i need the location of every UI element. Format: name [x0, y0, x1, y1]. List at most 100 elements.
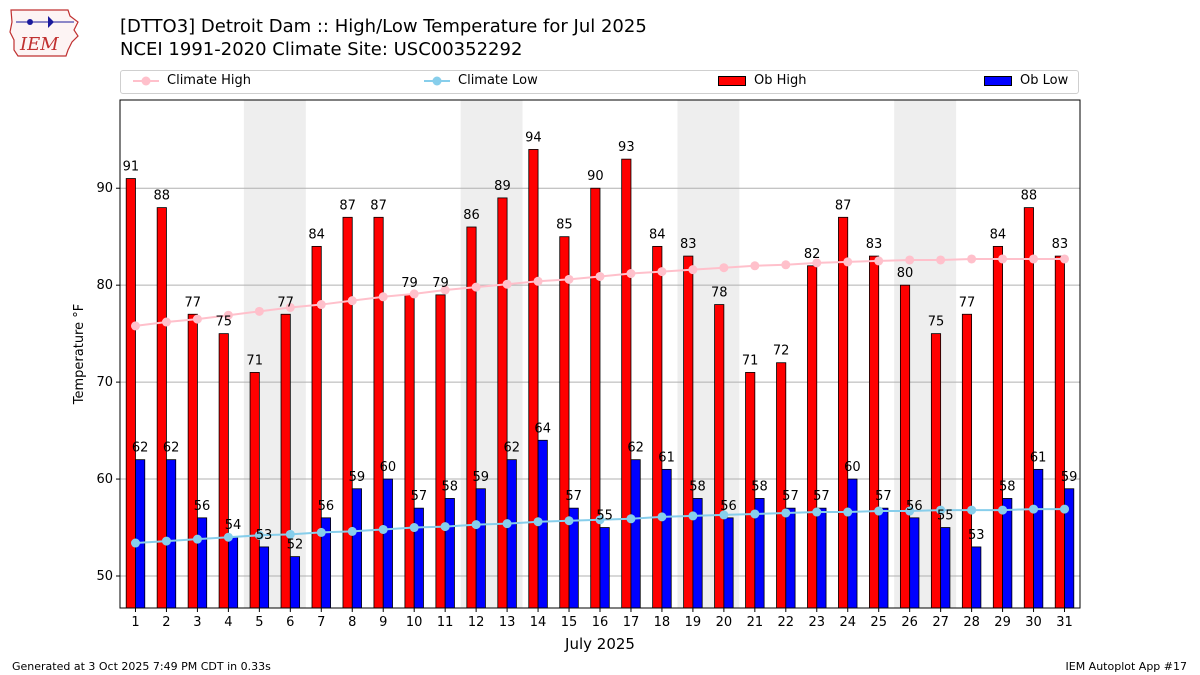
climate-high-point	[223, 310, 233, 320]
climate-low-point	[595, 515, 605, 525]
ob-high-value-label: 83	[866, 237, 883, 252]
climate-low-point	[533, 517, 543, 527]
ob-high-bar	[621, 158, 632, 609]
ob-high-bar	[1023, 207, 1034, 609]
climate-high-point	[502, 279, 512, 289]
x-tick-label: 30	[1025, 615, 1042, 630]
x-tick-label: 22	[778, 615, 795, 630]
y-tick-label: 70	[96, 375, 113, 390]
climate-high-point	[719, 263, 729, 273]
ob-low-value-label: 57	[565, 489, 582, 504]
climate-low-point	[936, 505, 946, 515]
climate-low-point	[409, 523, 419, 533]
climate-high-point	[750, 261, 760, 271]
climate-low-point	[378, 524, 388, 534]
ob-high-value-label: 89	[494, 179, 511, 194]
ob-high-value-label: 90	[587, 169, 604, 184]
ob-high-bar	[249, 372, 260, 609]
ob-high-bar	[218, 333, 229, 609]
x-tick-label: 7	[317, 615, 325, 630]
ob-high-value-label: 77	[959, 295, 976, 310]
ob-high-bar	[559, 236, 570, 609]
climate-lines	[130, 254, 1070, 548]
ob-high-value-label: 84	[649, 227, 666, 242]
ob-low-value-label: 58	[999, 479, 1016, 494]
ob-low-value-label: 57	[875, 489, 892, 504]
climate-low-point	[967, 505, 977, 515]
climate-high-point	[533, 276, 543, 286]
climate-high-point	[440, 285, 450, 295]
ob-high-bar	[807, 265, 818, 609]
ob-low-value-label: 56	[906, 499, 923, 514]
climate-high-point	[626, 269, 636, 279]
climate-high-point	[378, 292, 388, 302]
ob-high-bar	[342, 216, 353, 609]
ob-high-bar	[683, 255, 694, 609]
y-tick-label: 60	[96, 472, 113, 487]
ob-low-swatch-icon	[984, 75, 1012, 86]
y-axis-label: Temperature °F	[72, 304, 87, 405]
climate-high-point	[967, 254, 977, 264]
climate-low-point	[626, 514, 636, 524]
ob-low-bar	[847, 478, 858, 609]
x-tick-label: 1	[131, 615, 139, 630]
y-tick-label: 80	[96, 278, 113, 293]
ob-high-bar	[187, 313, 198, 609]
climate-low-point	[161, 536, 171, 546]
iem-logo: IEM	[8, 6, 82, 60]
ob-low-value-label: 64	[534, 421, 551, 436]
ob-low-value-label: 62	[163, 441, 180, 456]
ob-low-bar	[1033, 468, 1044, 609]
climate-low-point	[688, 511, 698, 521]
ob-high-value-label: 84	[990, 227, 1007, 242]
ob-high-value-label: 88	[1021, 189, 1038, 204]
ob-low-value-label: 59	[473, 470, 490, 485]
ob-high-bar	[528, 149, 539, 609]
climate-high-point	[781, 260, 791, 270]
ob-low-bar	[816, 507, 827, 609]
climate-low-point	[1060, 504, 1070, 514]
x-tick-label: 23	[809, 615, 826, 630]
ob-high-bar	[590, 187, 601, 609]
ob-low-bar	[166, 459, 177, 609]
ob-low-value-label: 53	[256, 528, 273, 543]
climate-high-swatch-icon	[133, 76, 159, 85]
climate-high-point	[905, 255, 915, 265]
climate-high-point	[843, 257, 853, 267]
ob-high-value-label: 80	[897, 266, 914, 281]
x-tick-label: 25	[870, 615, 887, 630]
ob-low-bar	[506, 459, 517, 609]
x-tick-label: 6	[286, 615, 294, 630]
ob-high-value-label: 84	[308, 227, 325, 242]
ob-low-bar	[909, 517, 920, 609]
ob-low-value-label: 55	[596, 509, 613, 524]
x-tick-label: 17	[623, 615, 640, 630]
data-labels: 91 88 77 75 71 77 84 87 87 79 79 86 89 94 85 90 93 84 83 78…	[123, 130, 1078, 552]
ob-high-value-label: 87	[370, 198, 387, 213]
ob-low-value-label: 62	[503, 441, 520, 456]
ob-high-bar	[930, 333, 942, 609]
climate-high-point	[347, 296, 357, 306]
legend-ob-high: Ob High	[718, 73, 807, 93]
x-tick-label: 5	[255, 615, 263, 630]
ob-low-bar	[197, 517, 208, 609]
climate-low-point	[564, 516, 574, 526]
ob-low-bar	[475, 488, 486, 609]
x-tick-label: 31	[1056, 615, 1073, 630]
ob-high-bar	[652, 245, 663, 609]
x-tick-label: 20	[716, 615, 733, 630]
x-tick-label: 18	[654, 615, 671, 630]
climate-low-point	[502, 519, 512, 529]
x-tick-label: 10	[406, 615, 423, 630]
climate-low-point	[254, 530, 264, 540]
ob-low-bar	[599, 527, 610, 609]
climate-high-point	[161, 317, 171, 327]
x-tick-label: 11	[437, 615, 454, 630]
ob-low-bar	[351, 488, 362, 609]
climate-high-point	[812, 258, 822, 268]
ob-high-value-label: 85	[556, 218, 573, 233]
climate-low-point	[781, 508, 791, 518]
ob-low-value-label: 62	[132, 441, 149, 456]
x-tick-label: 12	[468, 615, 485, 630]
legend-climate-high: Climate High	[133, 73, 251, 93]
